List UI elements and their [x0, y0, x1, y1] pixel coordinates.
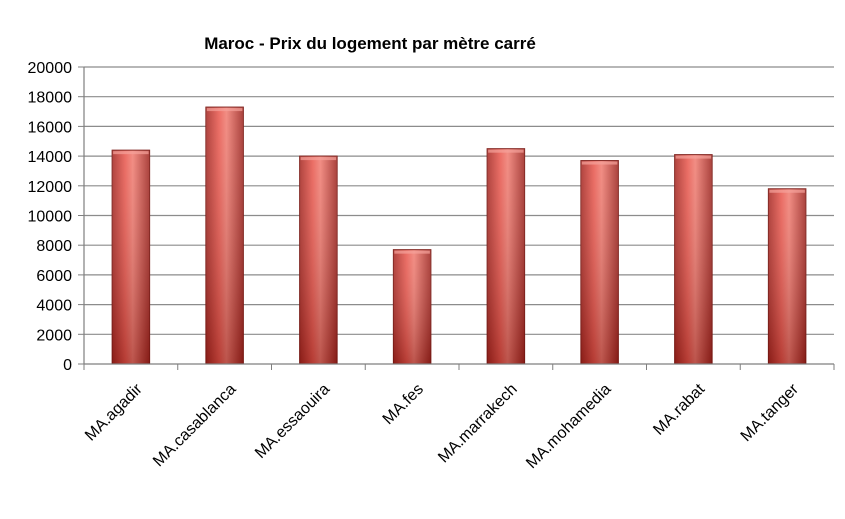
bar-top-highlight — [394, 250, 430, 254]
y-tick-label: 2000 — [36, 327, 72, 344]
bar-ma-mohamedia — [580, 160, 619, 365]
bar-shade — [768, 188, 806, 364]
bar-top-highlight — [581, 161, 618, 165]
bar-ma-casablanca — [205, 106, 244, 365]
bar-shade — [580, 160, 619, 364]
x-tick-label: MA.mohamedia — [523, 381, 614, 472]
bar-top-highlight — [206, 108, 243, 112]
x-tick-label: MA.agadir — [82, 380, 146, 444]
y-tick-label: 8000 — [36, 238, 72, 255]
bar-shade — [205, 107, 244, 364]
y-axis: 0 2000 4000 6000 8000 10000 12000 14000 16000 180… — [28, 60, 85, 374]
bar-ma-fes — [392, 249, 432, 365]
x-tick-label: MA.tanger — [738, 380, 803, 445]
x-tick-label: MA.essaouira — [252, 381, 333, 462]
bar-ma-marrakech — [486, 148, 526, 365]
bar-top-highlight — [769, 189, 805, 193]
x-tick-label: MA.rabat — [650, 380, 708, 438]
y-tick-label: 6000 — [36, 268, 72, 285]
bar-ma-rabat — [674, 154, 713, 365]
bars — [111, 106, 807, 365]
bar-shade — [674, 154, 713, 364]
gridlines — [84, 66, 834, 335]
y-tick-label: 20000 — [28, 60, 73, 77]
bar-top-highlight — [675, 155, 712, 159]
y-tick-label: 18000 — [28, 90, 73, 107]
y-tick-label: 16000 — [28, 119, 73, 136]
bar-shade — [299, 156, 338, 364]
bar-ma-tanger — [767, 188, 807, 365]
bar-shade — [487, 148, 525, 364]
y-tick-label: 10000 — [28, 209, 73, 226]
y-tick-label: 4000 — [36, 298, 72, 315]
bar-shade — [393, 249, 431, 364]
x-axis: MA.agadir MA.casablanca MA.essaouira MA.fes… — [82, 363, 835, 472]
x-tick-label: MA.fes — [380, 381, 427, 428]
y-tick-label: 12000 — [28, 179, 73, 196]
y-tick-label: 14000 — [28, 149, 73, 166]
bar-ma-agadir — [111, 149, 151, 365]
bar-shade — [112, 150, 150, 364]
bar-top-highlight — [113, 151, 149, 155]
bar-top-highlight — [300, 157, 337, 161]
bar-ma-essaouira — [299, 155, 338, 365]
y-tick-label: 0 — [63, 357, 72, 374]
x-tick-label: MA.marrakech — [435, 381, 521, 467]
bar-top-highlight — [488, 149, 524, 153]
x-tick-label: MA.casablanca — [150, 381, 239, 470]
chart-title: Maroc - Prix du logement par mètre carré — [204, 34, 536, 53]
